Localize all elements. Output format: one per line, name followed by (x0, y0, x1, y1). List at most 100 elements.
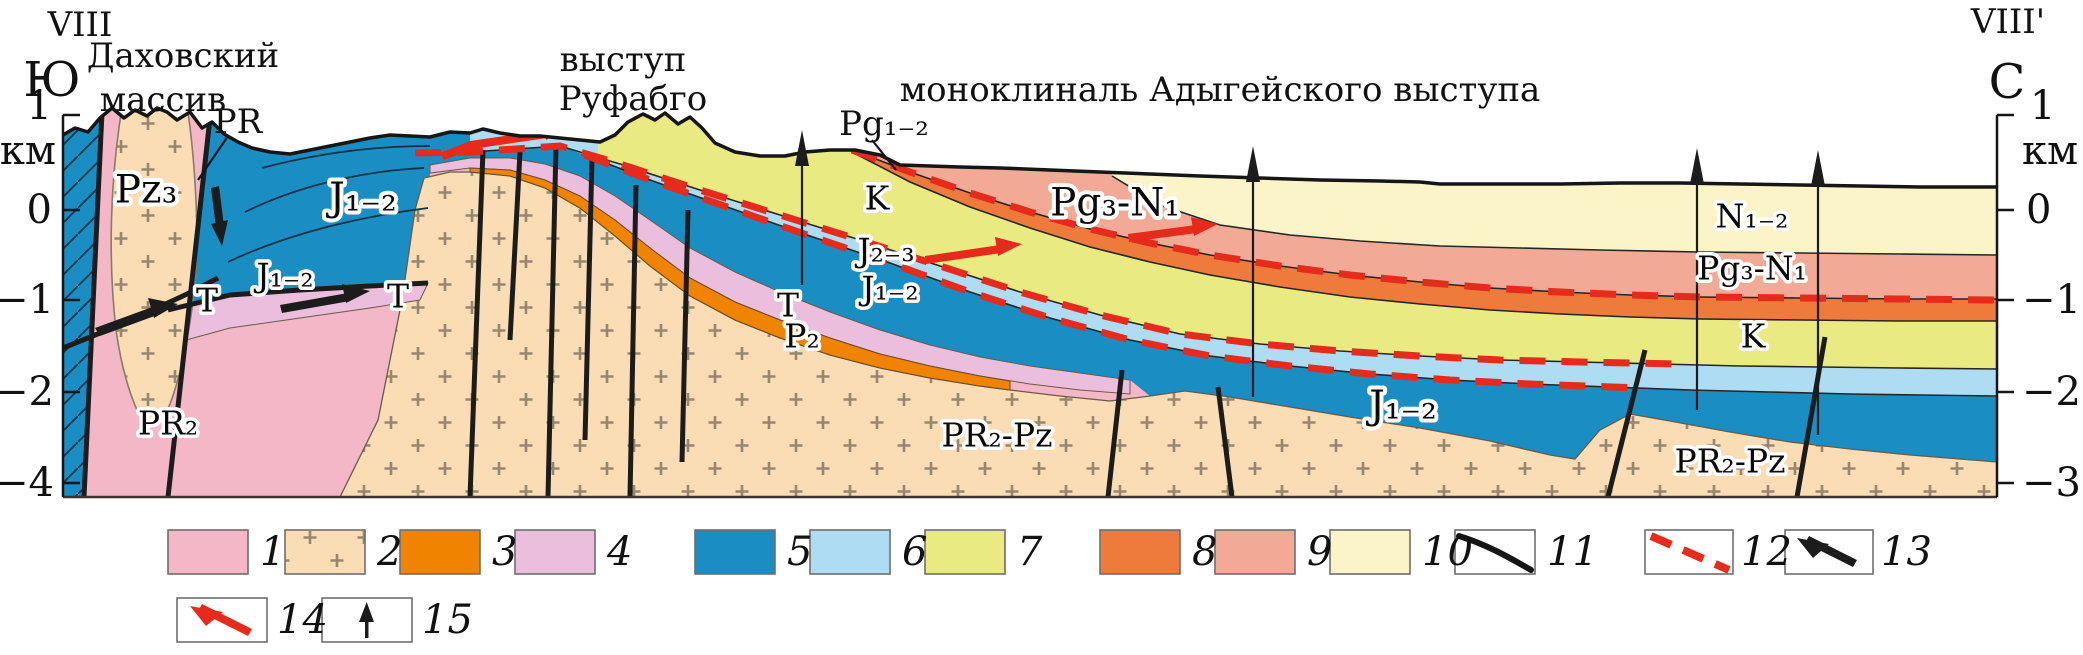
label-k-west: K (865, 179, 891, 218)
label-pr2pz-east: PR₂-Pz (1674, 442, 1785, 481)
legend-label-10: 10 (1422, 529, 1473, 575)
right-scale-m1: −1 (2022, 277, 2081, 323)
unit-pz3-granite-core (110, 108, 198, 427)
legend-swatch-8 (1099, 529, 1181, 575)
legend-swatch-2 (284, 529, 366, 575)
legend-swatch-7 (924, 529, 1006, 575)
left-scale-0: 0 (27, 187, 52, 233)
label-j12-block: J₁₋₂ (325, 176, 397, 221)
legend-label-14: 14 (277, 597, 328, 643)
label-p2: P₂ (784, 317, 819, 356)
label-pr2pz-mid: PR₂-Pz (941, 416, 1052, 455)
right-scale-km: км (2022, 128, 2078, 174)
borehole (1811, 150, 1825, 435)
legend-label-6: 6 (902, 529, 927, 575)
red-thrust-lines (414, 142, 1997, 392)
borehole-icon (359, 602, 374, 638)
label-n12: N₁₋₂ (1716, 197, 1789, 236)
left-axis-labels: 1 км 0 −1 −2 −4 (0, 83, 56, 506)
rufabgo-label-line1: выступ (560, 40, 687, 80)
borehole (795, 130, 809, 285)
legend-swatch-10 (1329, 529, 1411, 575)
fault-line-icon (1456, 533, 1534, 573)
thrust-dashed-icon (1649, 532, 1731, 574)
label-pr: PR (214, 102, 264, 142)
legend: 1 2 3 4 5 6 7 8 9 10 11 12 13 14 15 (167, 529, 1932, 643)
label-pz3: Pz₃ (115, 168, 177, 213)
legend-swatch-6 (809, 529, 891, 575)
unit-j12-hatched-wedge (63, 112, 102, 497)
legend-label-8: 8 (1192, 529, 1217, 575)
legend-label-4: 4 (606, 529, 632, 575)
direction-north: С (1989, 54, 2026, 110)
black-arrow-icon (1797, 536, 1857, 567)
label-t-rufabgo: T (777, 286, 799, 325)
borehole (1246, 146, 1260, 397)
legend-numbers: 1 2 3 4 5 6 7 8 9 10 11 12 13 14 15 (260, 529, 1932, 643)
legend-swatch-9 (1214, 529, 1296, 575)
depth-axes (61, 113, 2014, 497)
legend-row1 (167, 529, 1874, 575)
pr-leader-line (197, 135, 229, 181)
black-thrust-arrows (95, 186, 370, 336)
legend-label-3: 3 (492, 529, 517, 575)
topographic-surface (62, 106, 1997, 189)
legend-label-13: 13 (1881, 529, 1932, 575)
left-scale-m2: −2 (0, 369, 54, 415)
legend-swatch-1 (167, 529, 249, 575)
label-pg3n1-east: Pg₃-N₁ (1697, 249, 1807, 288)
section-line-start: VIII (47, 5, 113, 45)
rufabgo-label-line2: Руфабго (559, 79, 708, 119)
dakhovsky-massif-label-line2: массив (100, 80, 227, 120)
label-j23: J₂₋₃ (854, 231, 914, 270)
label-k-east: K (1741, 317, 1767, 356)
section-line-end: VIII' (1970, 2, 2045, 42)
left-scale-1: 1 (27, 83, 52, 129)
label-j12-lower: J₁₋₂ (253, 256, 313, 295)
dakhovsky-massif-label-line1: Даховский (87, 36, 279, 76)
left-axis-ticks (63, 113, 80, 485)
faults (63, 108, 1828, 497)
left-scale-m1: −1 (0, 277, 54, 323)
legend-label-15: 15 (422, 597, 473, 643)
legend-label-12: 12 (1741, 529, 1792, 575)
legend-label-5: 5 (787, 529, 812, 575)
boreholes (795, 130, 1825, 435)
right-scale-m2: −2 (2022, 369, 2081, 415)
unit-labels: Pz₃ PR J₁₋₂ T J₁₋₂ T PR₂ T P₂ Pg₁₋₂ K J₂… (111, 102, 1811, 484)
right-scale-m3: −3 (2022, 460, 2081, 506)
label-t-west: T (196, 281, 218, 320)
label-pg12: Pg₁₋₂ (839, 104, 929, 144)
thrust-arrow-icon (95, 298, 178, 336)
label-j12-monocline-west: J₁₋₂ (858, 269, 918, 308)
right-axis-ticks (1997, 113, 2014, 485)
legend-label-9: 9 (1307, 529, 1332, 575)
right-scale-0: 0 (2026, 187, 2051, 233)
unit-p2-orange (469, 167, 1011, 391)
left-scale-m4: −4 (0, 460, 54, 506)
legend-label-1: 1 (260, 529, 285, 575)
right-scale-1: 1 (2030, 83, 2055, 129)
left-scale-km: км (0, 128, 56, 174)
pg12-leader-line (871, 139, 897, 171)
legend-label-7: 7 (1017, 529, 1043, 575)
red-arrow-icon (190, 604, 252, 636)
legend-swatch-4 (514, 529, 596, 575)
label-pr2: PR₂ (138, 404, 198, 443)
red-arrow-icon (1128, 217, 1218, 242)
legend-swatch-3 (399, 529, 481, 575)
right-axis-labels: 1 км 0 −1 −2 −3 (2022, 83, 2081, 506)
label-pg3n1-west: Pg₃-N₁ (1050, 181, 1180, 226)
direction-south: Ю (23, 52, 80, 108)
fold-lines (227, 145, 431, 263)
legend-swatch-5 (694, 529, 776, 575)
label-t-mid: T (387, 277, 409, 316)
monocline-label: моноклиналь Адыгейского выступа (900, 70, 1541, 110)
thrust-arrow-icon (280, 284, 370, 313)
borehole (1690, 148, 1704, 410)
thrust-arrow-icon (211, 186, 228, 246)
legend-label-2: 2 (376, 529, 402, 575)
red-arrow-icon (925, 237, 1022, 264)
